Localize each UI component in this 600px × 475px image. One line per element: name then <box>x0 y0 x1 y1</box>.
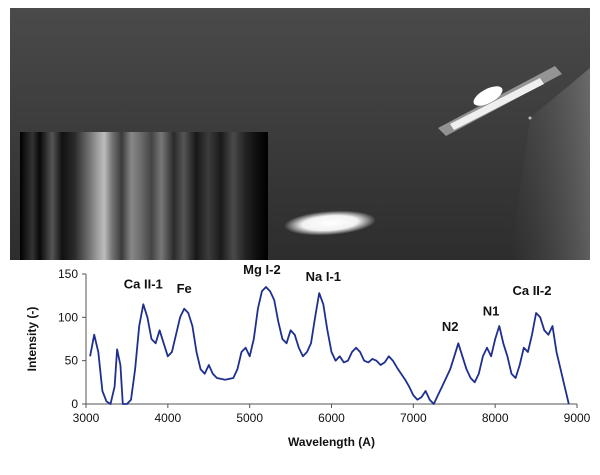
x-tick-label: 3000 <box>73 411 100 425</box>
annotation-label: Fe <box>177 281 192 296</box>
spectrum-chart: 3000 4000 5000 6000 7000 8000 9000 0 50 100 150 C… <box>0 260 600 470</box>
annotation-label: Ca II-1 <box>124 277 163 292</box>
y-tick-label: 150 <box>58 267 78 281</box>
annotation-label: N1 <box>483 304 500 319</box>
y-tick-label: 100 <box>58 310 78 324</box>
annotation-label: Na I-1 <box>306 269 341 284</box>
y-axis-ticks: 0 50 100 150 <box>58 267 86 411</box>
photo-canvas <box>10 8 590 260</box>
x-tick-label: 4000 <box>154 411 181 425</box>
annotation-label: Mg I-2 <box>243 262 281 277</box>
y-tick-label: 0 <box>71 397 78 411</box>
annotation-label: N2 <box>442 319 459 334</box>
annotations: Ca II-1 Fe Mg I-2 Na I-1 N2 N1 Ca II-2 <box>124 262 552 334</box>
x-tick-label: 7000 <box>400 411 427 425</box>
x-tick-label: 9000 <box>564 411 591 425</box>
annotation-label: Ca II-2 <box>512 283 551 298</box>
x-tick-label: 6000 <box>318 411 345 425</box>
y-tick-label: 50 <box>65 354 79 368</box>
meteor-spectrum-photo <box>10 8 590 260</box>
x-axis-label: Wavelength (A) <box>288 435 375 449</box>
x-tick-label: 5000 <box>236 411 263 425</box>
spectrum-strip <box>20 132 268 260</box>
chart-svg: 3000 4000 5000 6000 7000 8000 9000 0 50 100 150 C… <box>0 260 600 470</box>
y-axis-label: Intensity (-) <box>25 307 39 372</box>
x-tick-label: 8000 <box>482 411 509 425</box>
x-axis-ticks: 3000 4000 5000 6000 7000 8000 9000 <box>73 404 591 425</box>
